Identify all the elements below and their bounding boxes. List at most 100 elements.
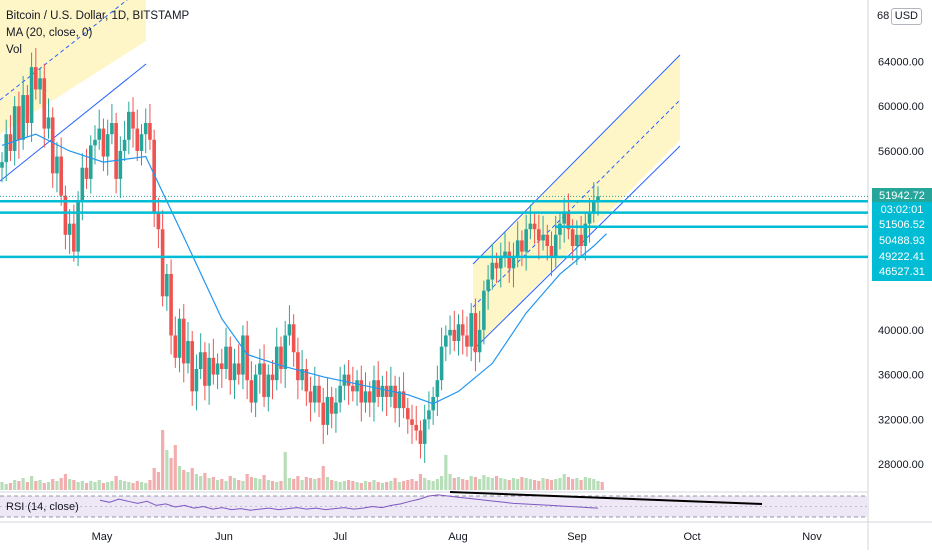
volume-bar (507, 480, 511, 490)
volume-bar (401, 481, 406, 490)
candle-body (482, 290, 486, 330)
candlestick-series (0, 48, 600, 463)
volume-bar (592, 479, 596, 490)
volume-bar (186, 472, 190, 490)
candle-body (304, 369, 309, 392)
volume-bar (406, 480, 410, 490)
candle-body (558, 223, 562, 235)
volume-bar (283, 452, 287, 490)
candle-body (351, 385, 355, 392)
volume-bar (173, 445, 177, 490)
candle-body (215, 363, 220, 375)
volume-bar (13, 480, 17, 490)
volume-bar (418, 474, 423, 490)
candle-body (283, 335, 288, 369)
volume-bar (325, 477, 330, 490)
candle-body (460, 324, 465, 336)
y-tick-label: 32000.00 (878, 414, 924, 426)
volume-bar (313, 479, 317, 490)
candle-body (410, 419, 414, 425)
candle-body (545, 234, 550, 246)
candle-body (452, 329, 457, 342)
candle-body (270, 374, 275, 381)
volume-bar (199, 476, 203, 490)
candle-body (528, 223, 533, 230)
volume-bar (93, 482, 97, 490)
candle-body (515, 240, 520, 258)
volume-bar (144, 483, 148, 490)
volume-bar (355, 482, 359, 490)
candle-body (236, 363, 241, 375)
volume-bar (237, 480, 241, 490)
currency-badge[interactable]: USD (890, 8, 922, 25)
volume-bar (456, 477, 461, 490)
candle-body (274, 346, 279, 381)
candle-body (321, 402, 326, 425)
volume-bar (478, 479, 482, 490)
candle-body (503, 251, 507, 258)
candle-body (325, 396, 330, 425)
candle-body (570, 229, 575, 246)
volume-indicator-label[interactable]: Vol (6, 44, 22, 56)
volume-bar (393, 478, 397, 490)
volume-bar (347, 480, 351, 490)
volume-bar (444, 455, 448, 490)
volume-bar (440, 476, 444, 490)
candle-body (338, 385, 342, 403)
candle-body (397, 391, 402, 409)
ma-indicator-label[interactable]: MA (20, close, 0) (6, 27, 93, 39)
volume-bar (42, 483, 46, 490)
rsi-pane (0, 491, 868, 518)
volume-bar (63, 474, 68, 490)
volume-bar (249, 477, 253, 490)
volume-bar (380, 483, 385, 490)
candle-body (562, 212, 566, 224)
candle-body (359, 380, 364, 403)
y-tick-label: 28000.00 (878, 459, 924, 471)
candle-body (160, 229, 165, 297)
volume-bar (368, 482, 372, 490)
price-level-tag: 50488.93 (872, 233, 932, 250)
volume-bar (537, 481, 541, 490)
horizontal-levels (0, 195, 868, 259)
volume-bar (296, 476, 300, 490)
candle-body (435, 380, 440, 397)
volume-bar (308, 478, 313, 490)
volume-bar (571, 479, 575, 490)
volume-bar (575, 478, 579, 490)
candle-body (114, 123, 118, 179)
volume-bar (211, 477, 215, 490)
volume-bar (549, 480, 554, 490)
y-tick-label: 56000.00 (878, 146, 924, 158)
volume-bar (275, 482, 279, 490)
rsi-trendline (449, 491, 763, 505)
rsi-indicator-label[interactable]: RSI (14, close) (6, 501, 79, 513)
volume-bar (351, 481, 355, 490)
candle-body (228, 346, 233, 381)
candle-body (118, 150, 123, 179)
candle-body (583, 223, 588, 246)
candle-body (427, 410, 431, 420)
volume-bar (448, 474, 452, 490)
volume-bar (4, 484, 8, 490)
ma20-line (1, 133, 607, 405)
candle-body (587, 212, 592, 224)
candle-body (448, 329, 452, 336)
x-tick-label: Jul (333, 531, 347, 543)
candle-body (511, 257, 516, 269)
candle-body (198, 352, 203, 369)
volume-bar (431, 481, 435, 490)
volume-bar (245, 474, 249, 490)
symbol-title[interactable]: Bitcoin / U.S. Dollar, 1D, BITSTAMP (6, 10, 190, 22)
candle-body (342, 374, 347, 386)
volume-bar (84, 483, 89, 490)
volume-bar (566, 477, 571, 490)
candle-body (46, 117, 51, 129)
candle-body (520, 240, 524, 252)
volume-bar (494, 476, 499, 490)
volume-bar (317, 478, 321, 490)
candle-body (122, 139, 127, 151)
